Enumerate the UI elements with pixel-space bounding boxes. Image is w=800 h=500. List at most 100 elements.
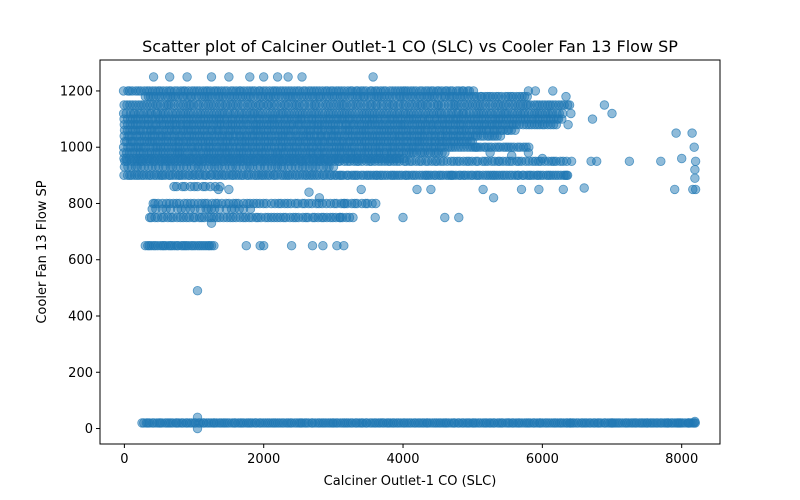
data-point xyxy=(339,198,349,209)
data-point xyxy=(426,184,436,195)
data-point xyxy=(537,153,548,164)
data-point xyxy=(687,128,697,138)
data-point xyxy=(245,204,256,214)
data-point xyxy=(523,148,534,158)
data-point xyxy=(370,212,380,223)
data-point xyxy=(677,153,687,164)
data-point xyxy=(488,193,499,203)
data-point xyxy=(148,72,159,82)
y-tick-label: 400 xyxy=(68,310,93,325)
data-point xyxy=(690,164,700,175)
data-point xyxy=(286,240,297,251)
data-point xyxy=(642,418,652,428)
data-point xyxy=(283,72,293,82)
data-point xyxy=(670,184,680,195)
data-point xyxy=(259,240,269,251)
data-point xyxy=(440,148,450,158)
data-point xyxy=(510,125,520,136)
x-tick-label: 4000 xyxy=(386,452,419,467)
x-axis-ticks: 0 2000 4000 6000 8000 xyxy=(120,444,698,467)
data-point xyxy=(307,240,318,251)
data-point xyxy=(192,412,203,423)
data-point xyxy=(192,286,203,296)
data-point xyxy=(339,240,349,251)
data-point xyxy=(684,418,694,428)
data-point xyxy=(398,212,408,223)
data-point xyxy=(507,150,517,161)
data-point xyxy=(213,184,224,195)
y-tick-label: 800 xyxy=(68,197,93,212)
data-point xyxy=(690,156,701,167)
data-point xyxy=(245,72,255,82)
data-point xyxy=(206,218,217,228)
data-point xyxy=(259,72,269,82)
data-point xyxy=(607,108,617,119)
data-point xyxy=(297,72,307,82)
x-tick-label: 2000 xyxy=(247,452,280,467)
data-point xyxy=(557,114,567,124)
data-point xyxy=(203,204,213,214)
data-point xyxy=(241,240,252,251)
data-point xyxy=(673,418,683,428)
data-point xyxy=(624,156,635,167)
data-point xyxy=(592,156,602,167)
data-point xyxy=(690,173,700,183)
data-point xyxy=(192,423,203,434)
data-point xyxy=(495,131,506,141)
y-axis-ticks: 0 200 400 600 800 1000 1200 xyxy=(60,84,100,437)
y-tick-label: 0 xyxy=(85,422,93,437)
data-point xyxy=(314,193,325,203)
data-point xyxy=(599,100,610,110)
data-point xyxy=(447,170,457,181)
y-tick-label: 600 xyxy=(68,253,93,268)
y-tick-label: 200 xyxy=(68,366,93,381)
data-point xyxy=(272,72,283,82)
data-point xyxy=(440,212,450,223)
data-point xyxy=(318,240,328,251)
data-point xyxy=(182,72,192,82)
data-point xyxy=(328,162,339,172)
data-point xyxy=(348,212,358,223)
data-point xyxy=(534,184,544,195)
data-point xyxy=(335,212,346,223)
data-point xyxy=(548,86,558,96)
data-point xyxy=(566,156,577,167)
plot-frame xyxy=(99,59,721,445)
data-point xyxy=(304,187,314,197)
data-point xyxy=(656,156,666,167)
data-point xyxy=(209,240,219,251)
data-point xyxy=(478,184,488,195)
data-point xyxy=(689,142,699,152)
data-point xyxy=(690,184,701,195)
data-point xyxy=(558,184,569,195)
data-point xyxy=(356,184,366,195)
y-tick-label: 1200 xyxy=(60,84,93,99)
scatter-points xyxy=(118,72,701,434)
data-point xyxy=(671,128,681,138)
y-axis-label: Cooler Fan 13 Flow SP xyxy=(35,180,50,323)
data-point xyxy=(561,91,571,102)
data-point xyxy=(485,148,495,158)
data-point xyxy=(516,184,527,195)
data-point xyxy=(224,72,234,82)
x-axis-label: Calciner Outlet-1 CO (SLC) xyxy=(324,474,497,489)
data-point xyxy=(530,86,541,96)
data-point xyxy=(412,184,422,195)
data-point xyxy=(368,72,378,82)
data-point xyxy=(579,183,589,193)
data-point xyxy=(164,72,175,82)
data-point xyxy=(551,119,562,130)
data-point xyxy=(587,114,598,124)
data-point xyxy=(566,108,576,119)
data-point xyxy=(471,142,481,152)
x-tick-label: 6000 xyxy=(526,452,559,467)
data-point xyxy=(663,418,673,428)
x-tick-label: 8000 xyxy=(665,452,698,467)
y-tick-label: 1000 xyxy=(60,141,93,156)
data-point xyxy=(565,418,575,428)
data-point xyxy=(563,119,573,130)
data-point xyxy=(562,170,572,181)
data-point xyxy=(564,100,575,110)
data-point xyxy=(206,72,217,82)
